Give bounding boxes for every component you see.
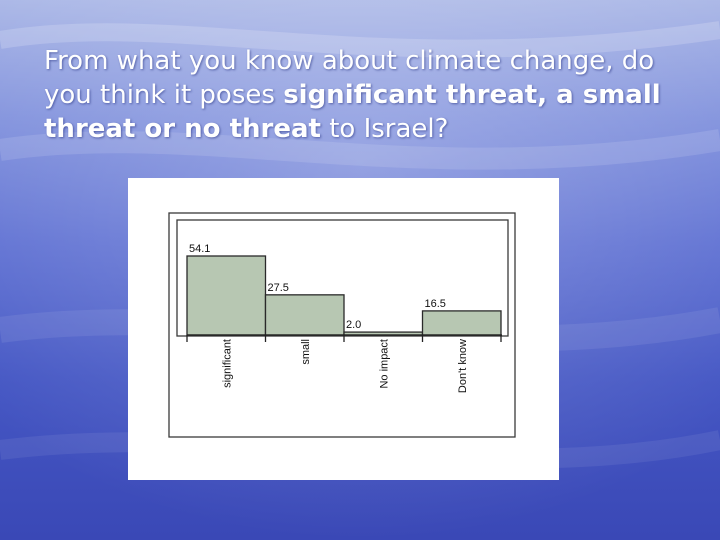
question-part-3: to Israel? [320,114,449,144]
bar-0 [186,255,267,336]
category-label-2: No impact [378,339,390,389]
category-label-3: Don't know [457,339,469,393]
category-label-1: small [300,339,312,365]
chart-panel: 54.1 significant 27.5 small 2.0 No impact 16.5… [128,178,559,480]
question-text: From what you know about climate change,… [44,44,704,146]
ticks-layer [186,335,502,342]
value-label-2: 2.0 [346,319,361,331]
category-label-0: significant [221,339,233,388]
bar-chart: 54.1 significant 27.5 small 2.0 No impact 16.5… [168,212,516,438]
value-label-1: 27.5 [268,282,289,294]
labels-layer: 54.1 significant 27.5 small 2.0 No impact 16.5… [189,243,469,393]
bar-3 [421,310,502,336]
outer-frame [168,212,516,438]
value-label-3: 16.5 [425,298,446,310]
question-part-2-bold: significant threat, a small threat or no… [44,80,661,144]
plot-frame [176,219,509,337]
question-part-1: From what you know about climate change,… [44,46,655,110]
bars-layer [186,255,502,336]
bar-1 [264,294,345,336]
value-label-0: 54.1 [189,243,210,255]
